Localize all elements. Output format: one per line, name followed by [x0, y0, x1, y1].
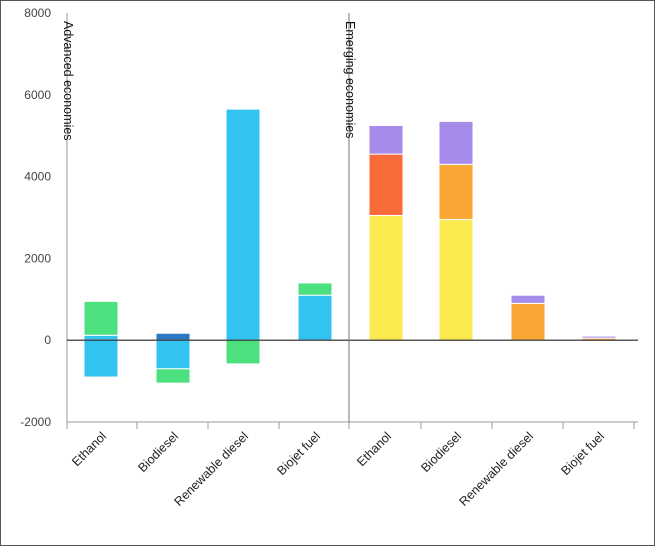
bar-segment — [438, 163, 474, 221]
y-axis: -2000 0 2000 4000 6000 8000 — [20, 6, 51, 429]
bar-segment — [368, 153, 404, 216]
category-label: Biojet fuel — [274, 429, 323, 478]
category-label: Ethanol — [69, 429, 109, 469]
bar-segment — [225, 108, 261, 341]
bar-segment — [83, 334, 119, 341]
y-tick-label: 8000 — [24, 6, 51, 20]
group-label: Emerging economies — [343, 21, 357, 138]
bar-segment — [368, 124, 404, 155]
axis-lines — [66, 13, 638, 429]
bar-segment — [155, 339, 191, 370]
bar-segment — [155, 332, 191, 341]
y-tick-label: -2000 — [20, 415, 51, 429]
bars — [83, 108, 617, 384]
bar-segment — [83, 300, 119, 336]
bar-segment — [297, 294, 333, 341]
category-label: Renewable diesel — [456, 429, 536, 509]
category-label: Ethanol — [354, 429, 394, 469]
bar-segment — [510, 302, 546, 341]
bar-segment — [368, 214, 404, 341]
category-label: Renewable diesel — [171, 429, 251, 509]
bar-segment — [510, 294, 546, 304]
category-label: Biodiesel — [135, 429, 181, 475]
y-tick-label: 6000 — [24, 88, 51, 102]
y-tick-label: 2000 — [24, 251, 51, 265]
category-label: Biodiesel — [418, 429, 464, 475]
bar-segment — [83, 339, 119, 378]
bar-segment — [225, 339, 261, 365]
y-tick-label: 0 — [44, 333, 51, 347]
bar-segment — [297, 282, 333, 296]
bar-segment — [438, 120, 474, 165]
bar-segment — [581, 335, 617, 339]
group-label: Advanced economies — [61, 21, 75, 141]
labels: Advanced economies Emerging economies Etha… — [61, 21, 607, 509]
bar-segment — [155, 368, 191, 384]
bar-segment — [438, 219, 474, 341]
category-label: Biojet fuel — [558, 429, 607, 478]
y-tick-label: 4000 — [24, 170, 51, 184]
